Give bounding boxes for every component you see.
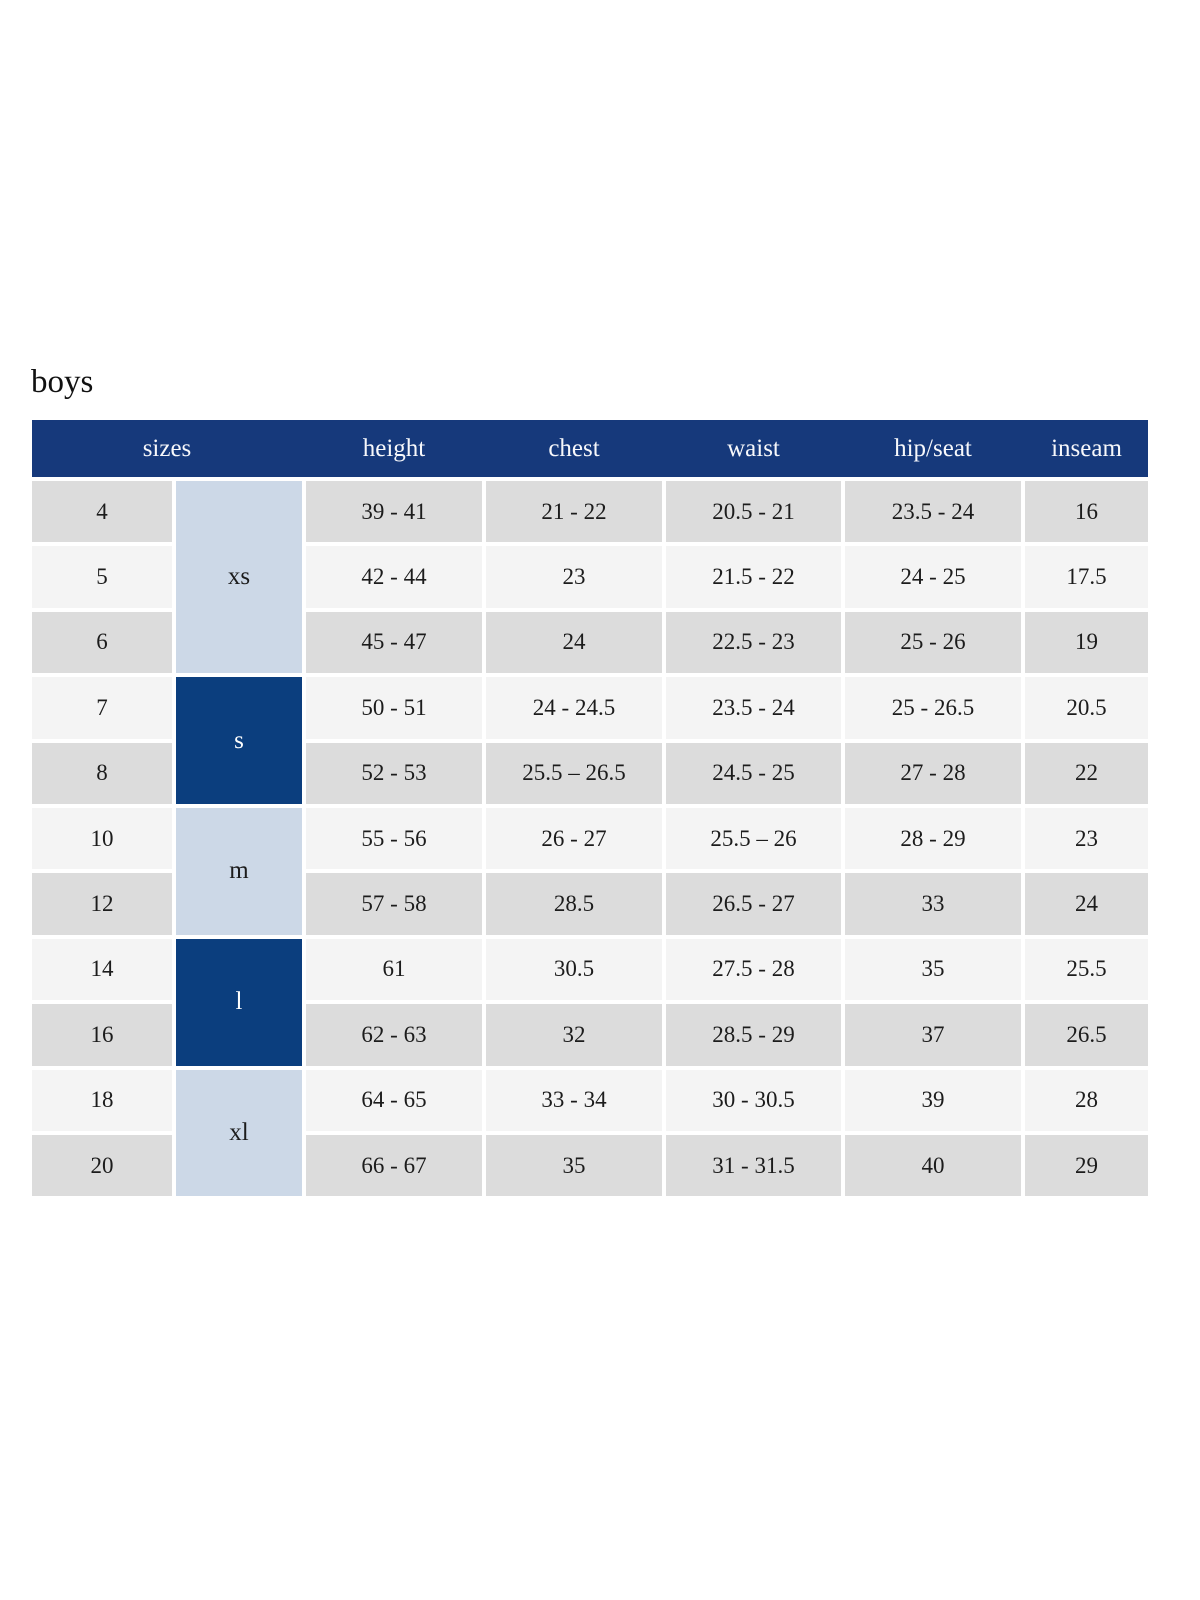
inseam-cell: 29: [1025, 1134, 1148, 1197]
chest-cell: 23: [486, 546, 662, 608]
table-body: 4 xs 39 - 41 21 - 22 20.5 - 21 23.5 - 24…: [32, 481, 1148, 1197]
header-cell-waist: waist: [727, 434, 780, 462]
waist-cell: 20.5 - 21: [666, 481, 841, 543]
header-cell-sizes: sizes: [142, 434, 192, 462]
inseam-cell: 24: [1025, 873, 1148, 935]
hip-seat-cell: 35: [845, 938, 1021, 1001]
header-cell-inseam: inseam: [1051, 434, 1122, 462]
hip-seat-cell: 23.5 - 24: [845, 481, 1021, 543]
hip-seat-cell: 27 - 28: [845, 742, 1021, 804]
inseam-cell: 23: [1025, 807, 1148, 870]
size-cell: 10: [32, 807, 172, 870]
chest-cell: 33 - 34: [486, 1069, 662, 1131]
hip-seat-cell: 37: [845, 1004, 1021, 1066]
chest-cell: 35: [486, 1134, 662, 1197]
size-group-xs: xs: [176, 481, 302, 674]
table-header-row: sizes height chest waist hip/seat inseam: [32, 420, 1148, 477]
inseam-cell: 22: [1025, 742, 1148, 804]
size-cell: 16: [32, 1004, 172, 1066]
size-group-xl: xl: [176, 1069, 302, 1197]
chest-cell: 30.5: [486, 938, 662, 1001]
inseam-cell: 17.5: [1025, 546, 1148, 608]
inseam-cell: 19: [1025, 611, 1148, 674]
height-cell: 52 - 53: [306, 742, 482, 804]
size-cell: 7: [32, 677, 172, 739]
header-cell-chest: chest: [548, 434, 600, 462]
size-cell: 12: [32, 873, 172, 935]
size-cell: 5: [32, 546, 172, 608]
size-group-l: l: [176, 938, 302, 1066]
page-title: boys: [31, 364, 94, 400]
inseam-cell: 16: [1025, 481, 1148, 543]
chest-cell: 32: [486, 1004, 662, 1066]
waist-cell: 27.5 - 28: [666, 938, 841, 1001]
hip-seat-cell: 33: [845, 873, 1021, 935]
chest-cell: 24: [486, 611, 662, 674]
size-cell: 18: [32, 1069, 172, 1131]
height-cell: 50 - 51: [306, 677, 482, 739]
waist-cell: 23.5 - 24: [666, 677, 841, 739]
chest-cell: 26 - 27: [486, 807, 662, 870]
boys-size-chart: sizes height chest waist hip/seat inseam…: [32, 420, 1148, 1197]
header-cell-height: height: [362, 434, 426, 462]
hip-seat-cell: 24 - 25: [845, 546, 1021, 608]
waist-cell: 28.5 - 29: [666, 1004, 841, 1066]
waist-cell: 21.5 - 22: [666, 546, 841, 608]
hip-seat-cell: 28 - 29: [845, 807, 1021, 870]
height-cell: 55 - 56: [306, 807, 482, 870]
size-cell: 20: [32, 1134, 172, 1197]
size-group-m: m: [176, 807, 302, 935]
size-cell: 14: [32, 938, 172, 1001]
hip-seat-cell: 25 - 26: [845, 611, 1021, 674]
size-cell: 6: [32, 611, 172, 674]
height-cell: 45 - 47: [306, 611, 482, 674]
height-cell: 66 - 67: [306, 1134, 482, 1197]
chest-cell: 21 - 22: [486, 481, 662, 543]
hip-seat-cell: 25 - 26.5: [845, 677, 1021, 739]
waist-cell: 31 - 31.5: [666, 1134, 841, 1197]
inseam-cell: 28: [1025, 1069, 1148, 1131]
waist-cell: 25.5 – 26: [666, 807, 841, 870]
height-cell: 61: [306, 938, 482, 1001]
waist-cell: 24.5 - 25: [666, 742, 841, 804]
height-cell: 42 - 44: [306, 546, 482, 608]
hip-seat-cell: 39: [845, 1069, 1021, 1131]
hip-seat-cell: 40: [845, 1134, 1021, 1197]
inseam-cell: 20.5: [1025, 677, 1148, 739]
header-cell-hip-seat: hip/seat: [894, 434, 972, 462]
height-cell: 39 - 41: [306, 481, 482, 543]
chest-cell: 25.5 – 26.5: [486, 742, 662, 804]
size-group-s: s: [176, 677, 302, 804]
waist-cell: 30 - 30.5: [666, 1069, 841, 1131]
chest-cell: 28.5: [486, 873, 662, 935]
size-cell: 4: [32, 481, 172, 543]
size-cell: 8: [32, 742, 172, 804]
chest-cell: 24 - 24.5: [486, 677, 662, 739]
height-cell: 57 - 58: [306, 873, 482, 935]
height-cell: 62 - 63: [306, 1004, 482, 1066]
waist-cell: 22.5 - 23: [666, 611, 841, 674]
waist-cell: 26.5 - 27: [666, 873, 841, 935]
height-cell: 64 - 65: [306, 1069, 482, 1131]
inseam-cell: 25.5: [1025, 938, 1148, 1001]
inseam-cell: 26.5: [1025, 1004, 1148, 1066]
